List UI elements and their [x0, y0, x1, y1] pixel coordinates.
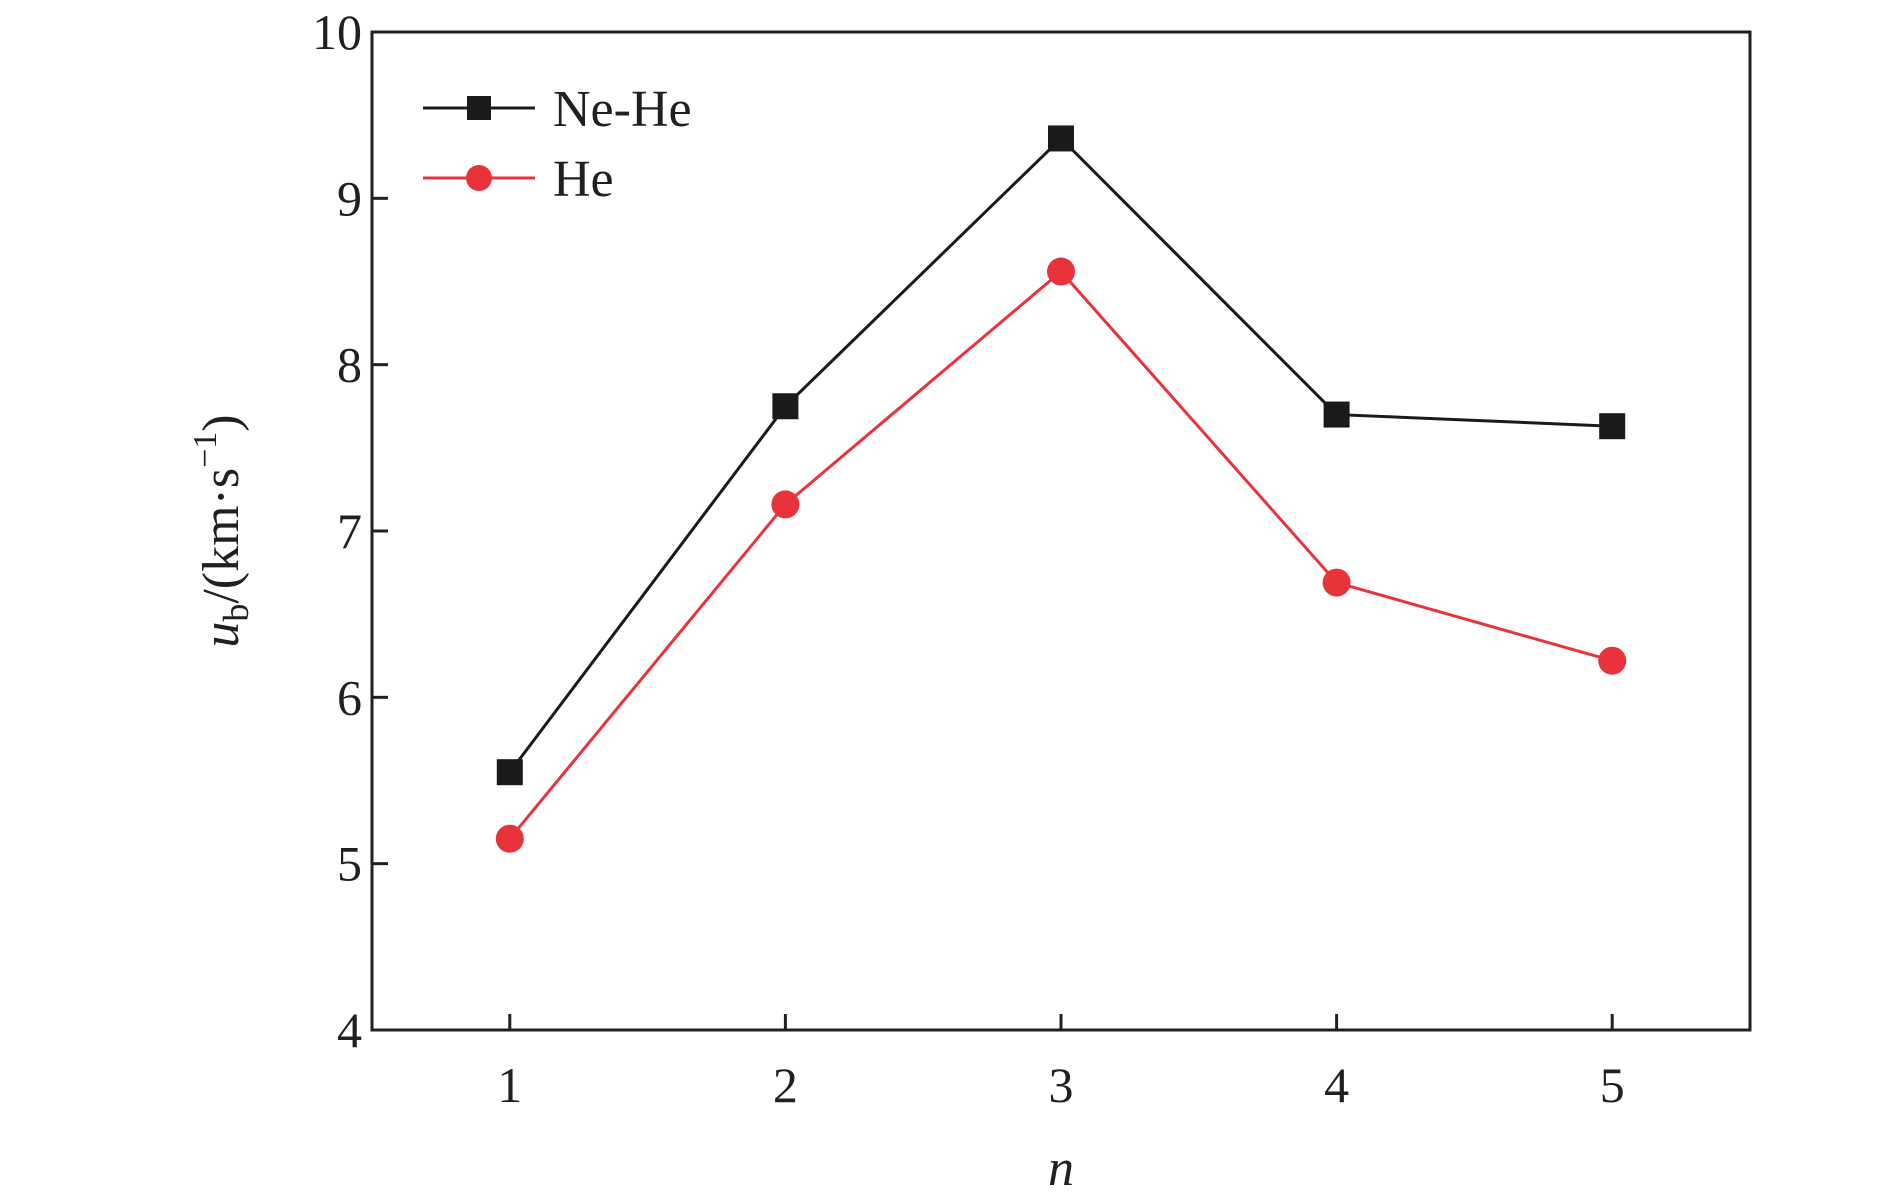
legend-item-ne-he: Ne-He	[423, 81, 692, 138]
data-point-he	[1598, 646, 1627, 675]
y-axis-label-close: )	[193, 414, 250, 431]
series-ne-he	[496, 125, 1626, 786]
data-point-ne-he	[1323, 401, 1350, 428]
data-point-ne-he	[772, 393, 799, 420]
y-tick-label: 8	[337, 337, 362, 393]
data-point-he	[1047, 257, 1075, 286]
x-tick-label: 4	[1324, 1057, 1349, 1113]
legend: Ne-He He	[423, 81, 692, 208]
data-point-ne-he	[1048, 125, 1074, 152]
y-tick-label: 10	[312, 4, 362, 60]
series-line-he	[508, 269, 1613, 840]
y-axis-label-sup: −1	[187, 432, 224, 468]
data-point-he	[495, 824, 524, 853]
legend-label-he: He	[553, 151, 614, 208]
y-tick-label: 9	[337, 170, 362, 226]
data-point-he	[771, 490, 800, 519]
x-tick-label: 5	[1600, 1057, 1625, 1113]
x-tick-label: 1	[497, 1057, 522, 1113]
y-tick-label: 6	[337, 669, 362, 725]
x-tick-label: 3	[1049, 1057, 1074, 1113]
legend-marker-he	[466, 165, 492, 191]
x-tick-label: 2	[773, 1057, 798, 1113]
series-he	[495, 257, 1627, 853]
y-axis: 4 5 6 7 8 9 10	[312, 4, 388, 1058]
data-point-ne-he	[496, 759, 523, 786]
data-point-he	[1322, 568, 1351, 597]
legend-item-he: He	[423, 151, 614, 208]
y-axis-label-sub: b	[216, 604, 256, 622]
series-layer	[495, 125, 1627, 853]
y-axis-label-unit: /(km·s	[193, 468, 250, 604]
legend-marker-ne-he	[467, 96, 491, 120]
y-tick-label: 7	[337, 503, 362, 559]
x-axis: 1 2 3 4 5	[497, 1014, 1625, 1113]
data-point-ne-he	[1599, 413, 1626, 440]
y-tick-label: 4	[337, 1002, 362, 1058]
y-tick-label: 5	[337, 836, 362, 892]
legend-label-ne-he: Ne-He	[553, 81, 692, 138]
y-axis-label-var: u	[193, 622, 250, 648]
y-axis-label: ub/(km·s−1)	[187, 414, 256, 647]
x-axis-label: n	[1048, 1140, 1074, 1197]
series-line-ne-he	[508, 136, 1613, 774]
